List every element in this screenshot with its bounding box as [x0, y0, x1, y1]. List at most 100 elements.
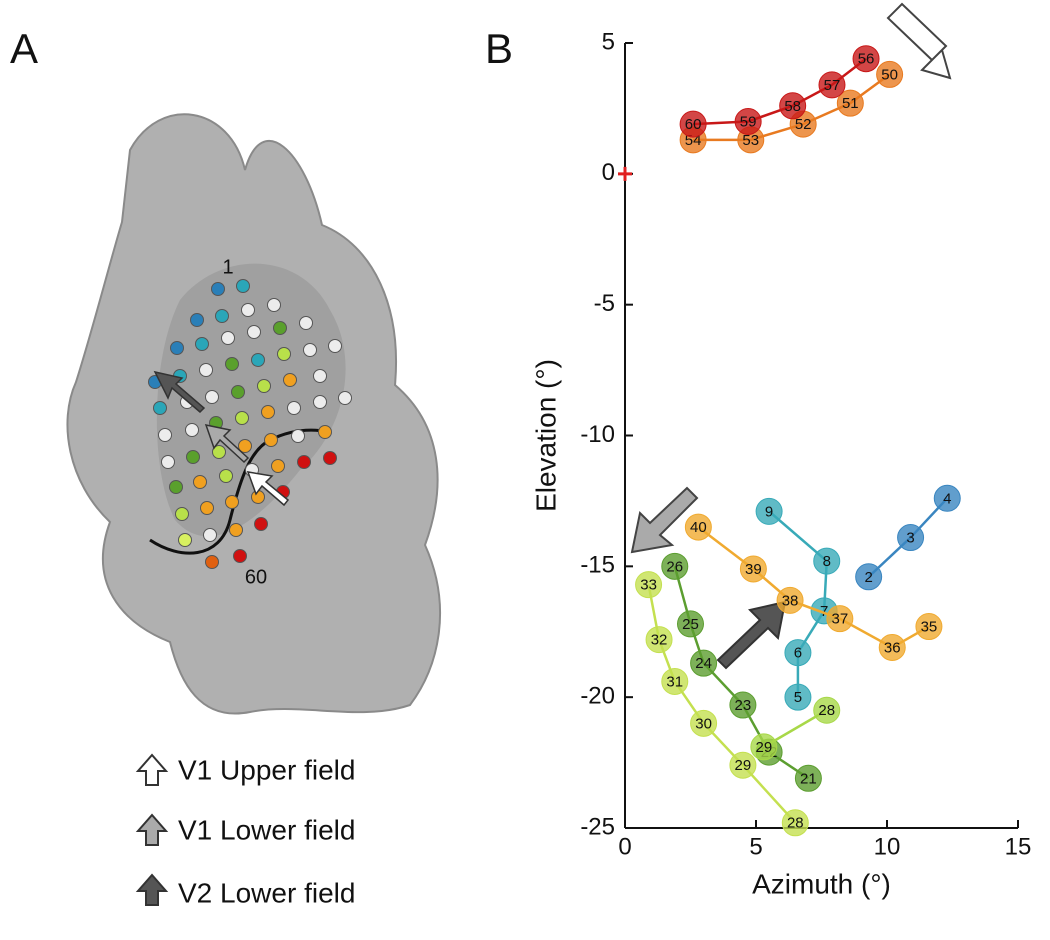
point-label: 26: [666, 558, 683, 575]
legend-arrow: [135, 873, 169, 906]
point-label: 29: [735, 757, 752, 774]
field-arrow: [153, 370, 206, 414]
electrode: [323, 451, 337, 465]
point: [661, 552, 689, 580]
point: [729, 691, 757, 719]
legend-text: V1 Lower field: [178, 814, 355, 845]
electrode: [175, 507, 189, 521]
electrode: [283, 373, 297, 387]
electrode: [203, 528, 217, 542]
point-label: 25: [682, 616, 699, 633]
electrode: [225, 495, 239, 509]
point: [813, 547, 841, 575]
point-label: 28: [818, 702, 835, 719]
point: [729, 751, 757, 779]
electrode: [170, 341, 184, 355]
point-label: 52: [795, 116, 812, 133]
point: [635, 571, 663, 599]
field-arrow: [630, 486, 699, 554]
point: [852, 45, 880, 73]
point: [755, 497, 783, 525]
electrode: [236, 279, 250, 293]
point-label: 36: [884, 639, 901, 656]
electrode: [229, 523, 243, 537]
legend-arrow: [135, 813, 169, 846]
y-tick-label: -15: [580, 552, 615, 579]
point-label: 28: [787, 815, 804, 832]
point: [776, 586, 804, 614]
point: [878, 633, 906, 661]
electrode: [303, 343, 317, 357]
electrode: [251, 353, 265, 367]
point: [784, 683, 812, 711]
electrode: [287, 401, 301, 415]
panel-label: A: [10, 25, 38, 72]
point: [855, 563, 883, 591]
x-tick-label: 5: [749, 833, 762, 860]
electrode: [185, 423, 199, 437]
electrode: [297, 455, 311, 469]
electrode: [267, 298, 281, 312]
legend-text: V1 Upper field: [178, 754, 355, 785]
y-tick-label: 0: [602, 159, 615, 186]
legend-text: V2 Lower field: [178, 877, 355, 908]
electrode: [205, 555, 219, 569]
point-label: 21: [800, 770, 817, 787]
electrode: [193, 475, 207, 489]
point-label: 37: [831, 611, 848, 628]
electrode: [241, 303, 255, 317]
point: [876, 60, 904, 88]
x-axis-label: Azimuth (°): [752, 868, 891, 899]
point: [781, 809, 809, 837]
point-label: 4: [943, 490, 951, 507]
point-label: 60: [685, 116, 702, 133]
field-arrow: [716, 600, 787, 670]
series: 9 8 7 6 5: [755, 497, 841, 711]
electrode: [299, 316, 313, 330]
point: [818, 71, 846, 99]
x-tick-label: 15: [1005, 833, 1032, 860]
electrode: [318, 425, 332, 439]
field-arrow: [886, 2, 952, 80]
point-label: 33: [640, 577, 657, 594]
electrode: [238, 439, 252, 453]
electrode-label: 60: [245, 566, 267, 588]
electrode: [161, 455, 175, 469]
point-label: 30: [695, 715, 712, 732]
y-axis-label: Elevation (°): [530, 359, 561, 512]
electrode: [231, 385, 245, 399]
point-label: 3: [906, 530, 914, 547]
series: 56 57 58 59 60: [679, 45, 880, 138]
point: [836, 89, 864, 117]
y-tick-label: -10: [580, 421, 615, 448]
sulcus: [156, 263, 346, 537]
point-label: 9: [765, 503, 773, 520]
electrode: [313, 369, 327, 383]
point-label: 59: [740, 113, 757, 130]
point: [813, 696, 841, 724]
y-tick-label: -25: [580, 813, 615, 840]
electrode: [199, 363, 213, 377]
point: [750, 733, 778, 761]
electrode: [178, 533, 192, 547]
point: [679, 110, 707, 138]
point: [897, 524, 925, 552]
point: [915, 613, 943, 641]
point-label: 29: [756, 739, 773, 756]
electrode: [186, 450, 200, 464]
point: [933, 484, 961, 512]
point-label: 38: [782, 592, 799, 609]
electrode: [158, 428, 172, 442]
electrode: [195, 337, 209, 351]
electrode: [225, 357, 239, 371]
point-label: 23: [735, 697, 752, 714]
point: [690, 649, 718, 677]
electrode: [153, 401, 167, 415]
point-label: 24: [695, 655, 712, 672]
electrode: [212, 445, 226, 459]
electrode: [273, 321, 287, 335]
panel-label: B: [485, 25, 513, 72]
point: [826, 605, 854, 633]
